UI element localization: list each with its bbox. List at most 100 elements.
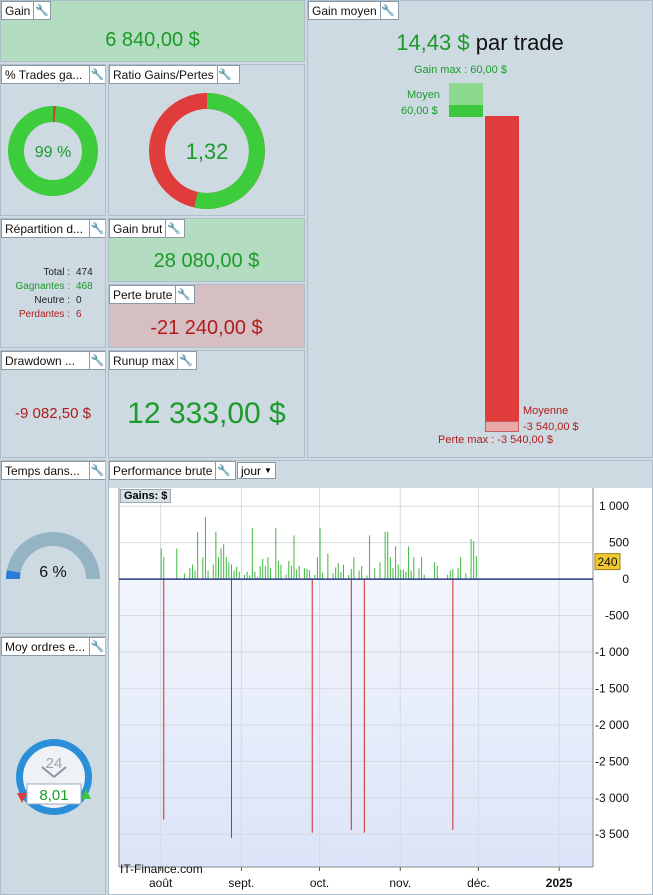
pct-trades-value: 99 % — [35, 144, 71, 161]
perf-panel: Performance brute 🔧 jour ▼ 1 000 500 0 -500… — [108, 460, 653, 895]
wrench-icon[interactable]: 🔧 — [175, 286, 191, 303]
temps-header[interactable]: Temps dans... 🔧 — [1, 461, 105, 480]
gauge-fill — [5, 570, 21, 580]
wrench-icon[interactable]: 🔧 — [89, 352, 105, 369]
ratio-header[interactable]: Ratio Gains/Pertes 🔧 — [109, 65, 240, 84]
moyenne-label: Moyenne — [523, 405, 569, 417]
x-tick-label: nov. — [389, 876, 411, 890]
chevron-down-icon: ▼ — [264, 466, 272, 475]
repartition-list: Total :474 Gagnantes :468 Neutre :0 Perd… — [1, 266, 105, 322]
perte-max-bar — [485, 116, 519, 421]
clock-hand — [53, 766, 67, 778]
pct-trades-header[interactable]: % Trades ga... 🔧 — [1, 65, 105, 84]
perte-max-label: Perte max : -3 540,00 $ — [438, 434, 553, 446]
wrench-icon[interactable]: 🔧 — [165, 220, 181, 237]
gain-panel: Gain 🔧 6 840,00 $ — [0, 0, 305, 62]
wrench-icon[interactable]: 🔧 — [89, 462, 105, 479]
list-item: Gagnantes :468 — [15, 281, 93, 292]
gain-moyen-panel: Gain moyen 🔧 14,43 $ par trade Gain max … — [307, 0, 653, 458]
wrench-icon[interactable]: 🔧 — [89, 638, 105, 655]
perte-brute-title: Perte brute — [113, 287, 173, 302]
x-tick-label: 2025 — [546, 876, 573, 890]
list-item: Perdantes :6 — [18, 309, 82, 320]
wrench-icon[interactable]: 🔧 — [177, 352, 193, 369]
gain-max-bar — [449, 83, 483, 105]
current-value-badge — [594, 553, 621, 571]
wrench-icon[interactable]: 🔧 — [89, 220, 105, 237]
runup-header[interactable]: Runup max 🔧 — [109, 351, 197, 370]
gauge-track — [6, 532, 100, 580]
moyenne-bar — [485, 421, 519, 432]
wrench-icon[interactable]: 🔧 — [89, 66, 105, 83]
ratio-title: Ratio Gains/Pertes — [113, 67, 214, 82]
wrench-icon[interactable]: 🔧 — [216, 66, 233, 83]
list-item: Neutre :0 — [34, 295, 82, 306]
gain-moyen-headline: 14,43 $ par trade — [308, 30, 652, 56]
down-arrow-icon — [17, 793, 27, 803]
gain-brut-header[interactable]: Gain brut 🔧 — [109, 219, 185, 238]
gain-brut-title: Gain brut — [113, 221, 163, 236]
clock-value-box — [26, 783, 82, 805]
gain-moyen-title: Gain moyen — [312, 3, 377, 18]
runup-value: 12 333,00 $ — [127, 397, 286, 430]
moy-ordres-header[interactable]: Moy ordres e... 🔧 — [1, 637, 105, 656]
watermark: IT-Finance.com — [120, 862, 203, 876]
donut-green-ring — [8, 106, 98, 196]
moyenne-value: -3 540,00 $ — [523, 421, 579, 433]
gain-header[interactable]: Gain 🔧 — [1, 1, 51, 20]
drawdown-title: Drawdown ... — [5, 353, 76, 368]
pct-trades-donut: 99 % — [8, 106, 98, 196]
plot-bg-positive — [119, 488, 593, 580]
y-tick-label: -3 500 — [595, 827, 629, 841]
moyen-value: 60,00 $ — [401, 105, 438, 117]
perte-brute-header[interactable]: Perte brute 🔧 — [109, 285, 195, 304]
gain-brut-panel: Gain brut 🔧 28 080,00 $ — [108, 218, 305, 282]
plot-bg-negative — [119, 579, 593, 867]
repartition-panel: Répartition d... 🔧 Total :474 Gagnantes … — [0, 218, 106, 348]
repartition-header[interactable]: Répartition d... 🔧 — [1, 219, 105, 238]
moy-ordres-title: Moy ordres e... — [5, 639, 86, 654]
perf-title: Performance brute — [113, 463, 213, 478]
list-item: Total :474 — [43, 267, 93, 278]
up-arrow-icon — [81, 789, 91, 799]
y-tick-label: -2 500 — [595, 754, 629, 768]
moyen-label: Moyen — [407, 89, 441, 101]
period-select[interactable]: jour ▼ — [237, 462, 276, 479]
perte-brute-value: -21 240,00 $ — [150, 317, 263, 339]
x-tick-label: déc. — [467, 876, 490, 890]
gain-title: Gain — [5, 3, 31, 18]
moy-ordres-value: 8,01 — [39, 787, 68, 804]
x-tick-label: oct. — [310, 876, 329, 890]
y-tick-label: 1 000 — [599, 499, 629, 513]
wrench-icon[interactable]: 🔧 — [379, 2, 396, 19]
wrench-icon[interactable]: 🔧 — [215, 462, 231, 479]
repartition-title: Répartition d... — [5, 221, 84, 236]
moy-ordres-panel: Moy ordres e... 🔧 24 8,01 — [0, 636, 106, 895]
perf-header[interactable]: Performance brute 🔧 — [109, 461, 236, 480]
perte-brute-panel: Perte brute 🔧 -21 240,00 $ — [108, 284, 305, 348]
donut-green-slice — [194, 93, 265, 209]
gain-moyen-value: 14,43 $ — [396, 30, 470, 55]
y-tick-label: -500 — [605, 609, 629, 623]
gain-moyen-suffix: par trade — [475, 30, 564, 55]
gain-max-label: Gain max : 60,00 $ — [414, 64, 507, 76]
x-tick-label: sept. — [228, 876, 254, 890]
temps-title: Temps dans... — [5, 463, 80, 478]
gain-brut-value: 28 080,00 $ — [153, 250, 260, 272]
temps-panel: Temps dans... 🔧 6 % — [0, 460, 106, 634]
ratio-panel: Ratio Gains/Pertes 🔧 1,32 — [108, 64, 305, 216]
y-tick-label: -1 000 — [595, 645, 629, 659]
gain-moyen-header[interactable]: Gain moyen 🔧 — [308, 1, 399, 20]
wrench-icon[interactable]: 🔧 — [33, 2, 49, 19]
drawdown-header[interactable]: Drawdown ... 🔧 — [1, 351, 105, 370]
ratio-donut: 1,32 — [149, 93, 265, 209]
pct-trades-panel: % Trades ga... 🔧 99 % — [0, 64, 106, 216]
clock-icon: 24 8,01 — [16, 739, 92, 815]
gain-value: 6 840,00 $ — [105, 29, 200, 51]
moyen-bar — [449, 105, 483, 117]
ratio-value: 1,32 — [186, 139, 229, 164]
y-tick-label: 0 — [622, 572, 629, 586]
y-tick-label: -1 500 — [595, 681, 629, 695]
x-tick-label: août — [149, 876, 173, 890]
perf-chart: 1 000 500 0 -500 -1 000 -1 500 -2 000 -2 500 -3 … — [118, 488, 629, 890]
